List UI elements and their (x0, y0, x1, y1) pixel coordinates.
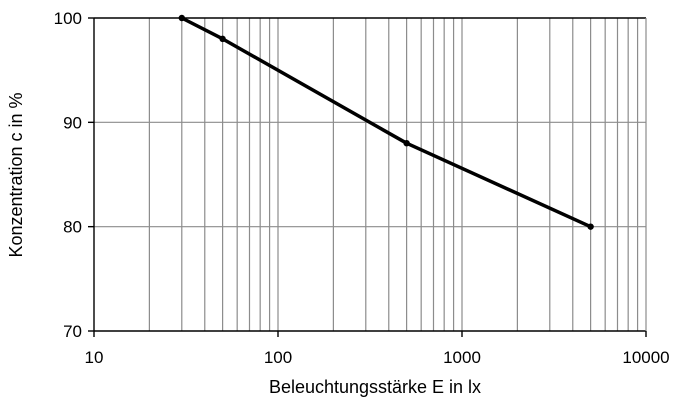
x-axis-title: Beleuchtungsstärke E in lx (269, 377, 481, 397)
y-tick-label: 100 (54, 9, 82, 28)
y-tick-label: 80 (63, 218, 82, 237)
data-series (178, 14, 594, 230)
x-tick-label: 10000 (622, 348, 669, 367)
data-point (403, 140, 410, 147)
series-line (180, 16, 593, 229)
data-point (587, 223, 594, 230)
y-tick-label: 90 (63, 113, 82, 132)
data-point (219, 35, 226, 43)
data-point (178, 14, 185, 22)
axes (88, 17, 647, 337)
y-tick-labels: 70 80 90 100 (54, 9, 82, 341)
y-axis-title: Konzentration c in % (6, 92, 26, 257)
x-tick-label: 1000 (443, 348, 481, 367)
grid-lines (94, 18, 646, 331)
x-tick-label: 10 (85, 348, 104, 367)
x-tick-labels: 10 100 1000 10000 (85, 348, 670, 367)
y-tick-label: 70 (63, 322, 82, 341)
x-tick-label: 100 (264, 348, 292, 367)
